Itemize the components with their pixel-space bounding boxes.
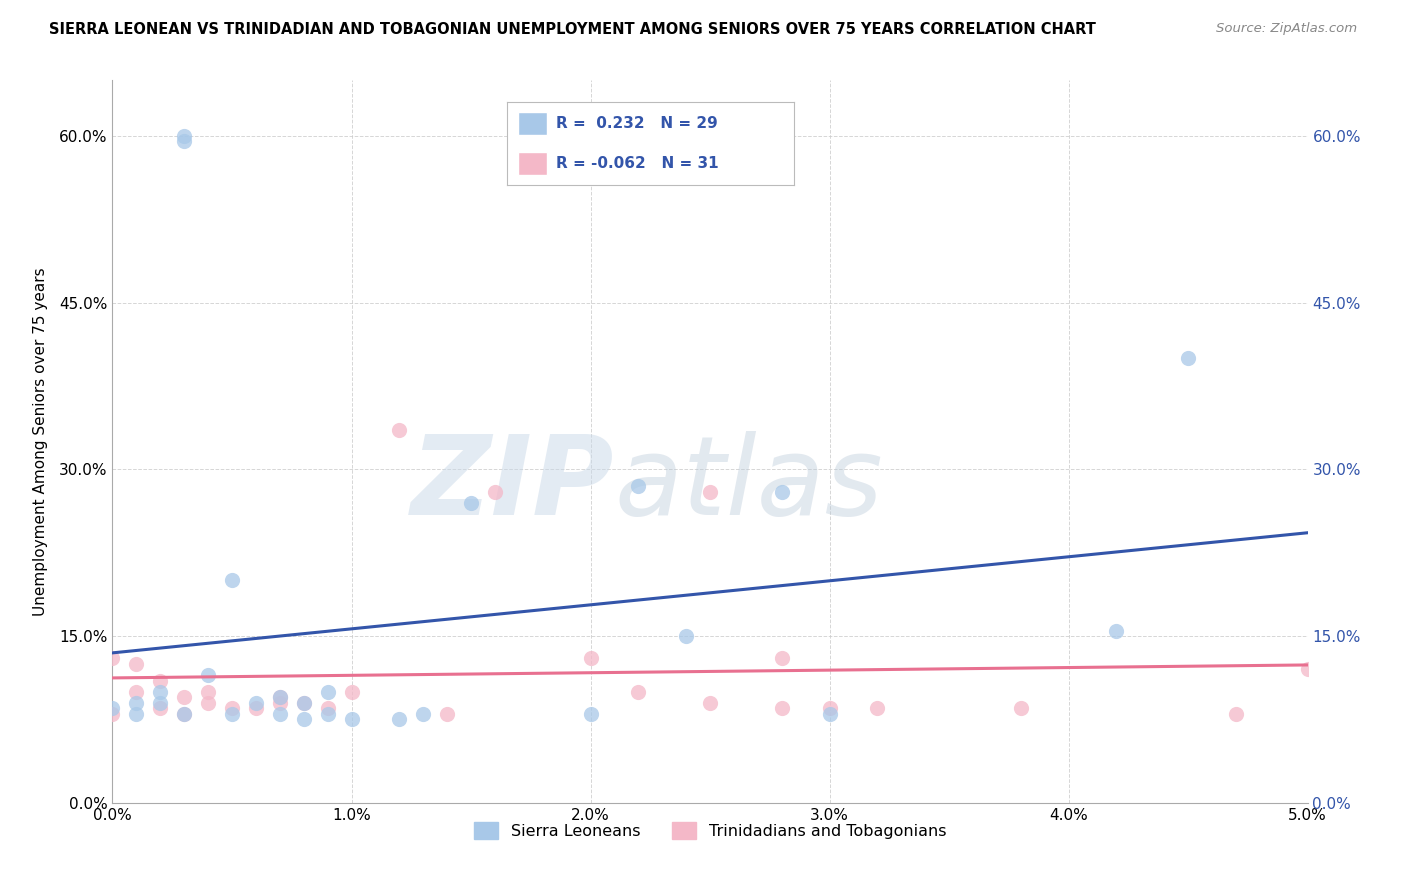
Point [269,696,291,710]
Point [340,713,363,727]
Point [125,696,148,710]
Point [197,668,219,682]
Point [173,128,195,143]
Point [579,651,602,665]
Point [245,696,267,710]
Point [388,424,411,438]
Point [149,684,172,698]
Point [173,135,195,149]
Point [292,713,315,727]
Point [340,684,363,698]
Point [627,479,650,493]
Point [699,696,721,710]
Point [675,629,697,643]
Y-axis label: Unemployment Among Seniors over 75 years: Unemployment Among Seniors over 75 years [32,268,48,615]
Text: ZIP: ZIP [411,432,614,539]
Point [1010,701,1032,715]
Point [1296,662,1319,676]
Point [1225,706,1247,721]
Point [818,701,841,715]
Point [316,701,339,715]
Point [627,684,650,698]
Point [818,706,841,721]
Point [101,701,124,715]
Point [1105,624,1128,638]
Point [770,701,793,715]
Point [125,684,148,698]
Point [245,701,267,715]
Point [316,684,339,698]
Point [269,690,291,705]
Point [292,696,315,710]
Text: SIERRA LEONEAN VS TRINIDADIAN AND TOBAGONIAN UNEMPLOYMENT AMONG SENIORS OVER 75 : SIERRA LEONEAN VS TRINIDADIAN AND TOBAGO… [49,22,1097,37]
Point [388,713,411,727]
Point [125,657,148,671]
Point [699,484,721,499]
Point [1177,351,1199,366]
Point [436,706,458,721]
Legend: Sierra Leoneans, Trinidadians and Tobagonians: Sierra Leoneans, Trinidadians and Tobago… [467,816,953,846]
Point [101,651,124,665]
Point [484,484,506,499]
Point [149,701,172,715]
Point [579,706,602,721]
Point [866,701,889,715]
Point [770,651,793,665]
Point [197,696,219,710]
Point [125,706,148,721]
Point [316,706,339,721]
Point [173,706,195,721]
Point [221,574,243,588]
Point [269,690,291,705]
Point [412,706,434,721]
Point [221,701,243,715]
Point [770,484,793,499]
Text: Source: ZipAtlas.com: Source: ZipAtlas.com [1216,22,1357,36]
Point [149,673,172,688]
Point [101,706,124,721]
Point [149,696,172,710]
Point [173,706,195,721]
Text: atlas: atlas [614,432,883,539]
Point [292,696,315,710]
Point [197,684,219,698]
Point [221,706,243,721]
Point [173,690,195,705]
Point [460,496,482,510]
Point [269,706,291,721]
